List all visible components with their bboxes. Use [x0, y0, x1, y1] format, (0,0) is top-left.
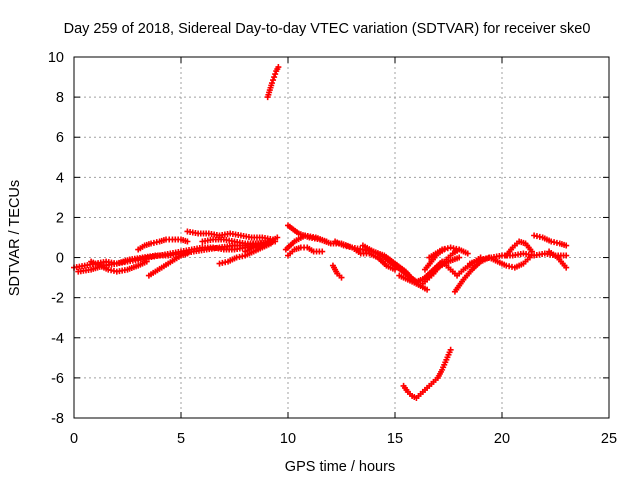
- data-point: [184, 238, 191, 245]
- series-arc-k: [282, 232, 330, 253]
- data-point-fill: [272, 71, 279, 78]
- data-point: [528, 248, 535, 255]
- data-point: [563, 252, 570, 259]
- series-arc-d: [135, 236, 191, 253]
- series-jump-high: [264, 64, 282, 101]
- data-point: [456, 254, 463, 261]
- data-point: [424, 286, 431, 293]
- series-arc-w: [486, 254, 533, 271]
- data-point: [526, 254, 533, 261]
- data-point: [184, 250, 191, 257]
- series-arc-v: [466, 250, 570, 267]
- series-arc-x: [503, 238, 535, 259]
- data-point: [323, 238, 330, 245]
- series-arc-n: [329, 262, 345, 281]
- series-arc-z: [546, 248, 570, 271]
- data-point: [268, 80, 275, 87]
- y-tick-label: -6: [51, 371, 64, 387]
- chart-title: Day 259 of 2018, Sidereal Day-to-day VTE…: [64, 21, 591, 37]
- series-arc-l: [285, 244, 326, 259]
- y-tick-label: 0: [56, 251, 64, 267]
- data-point-fill: [270, 77, 277, 84]
- y-tick-label: 4: [56, 170, 64, 186]
- data-point: [563, 264, 570, 271]
- x-tick-label: 5: [177, 431, 185, 447]
- y-axis-label: SDTVAR / TECUs: [7, 180, 23, 296]
- grid: [74, 57, 609, 418]
- y-tick-label: -8: [51, 411, 64, 427]
- x-tick-label: 20: [494, 431, 510, 447]
- data-point: [143, 258, 150, 265]
- data-point: [274, 234, 281, 241]
- x-tick-label: 10: [280, 431, 296, 447]
- x-tick-label: 25: [601, 431, 617, 447]
- series-jump-low: [400, 346, 454, 401]
- y-tick-label: -2: [51, 291, 64, 307]
- series-arc-e: [145, 250, 191, 279]
- x-tick-label: 15: [387, 431, 403, 447]
- x-tick-label: 0: [70, 431, 78, 447]
- data-point: [464, 250, 471, 257]
- y-tick-label: -4: [51, 331, 64, 347]
- plot-frame: [73, 56, 610, 419]
- y-tick-label: 2: [56, 210, 64, 226]
- series-arc-i: [242, 234, 281, 255]
- axis-ticks: 0 5 10 15 20 25 -8 -6 -4 -2 0 2 4 6 8 10: [48, 50, 617, 447]
- series-arc-c: [88, 258, 150, 275]
- y-tick-label: 10: [48, 50, 64, 66]
- x-axis-label: GPS time / hours: [285, 459, 395, 475]
- series-arc-y: [531, 232, 570, 249]
- y-tick-label: 8: [56, 90, 64, 106]
- data-point: [319, 248, 326, 255]
- data-points: [71, 64, 570, 401]
- series-arc-m: [332, 238, 398, 273]
- data-point: [441, 246, 448, 253]
- data-point: [338, 274, 345, 281]
- data-point: [447, 346, 454, 353]
- y-tick-label: 6: [56, 130, 64, 146]
- data-point: [563, 242, 570, 249]
- series-arc-s: [421, 246, 448, 273]
- data-point: [271, 74, 278, 81]
- data-point: [275, 64, 282, 71]
